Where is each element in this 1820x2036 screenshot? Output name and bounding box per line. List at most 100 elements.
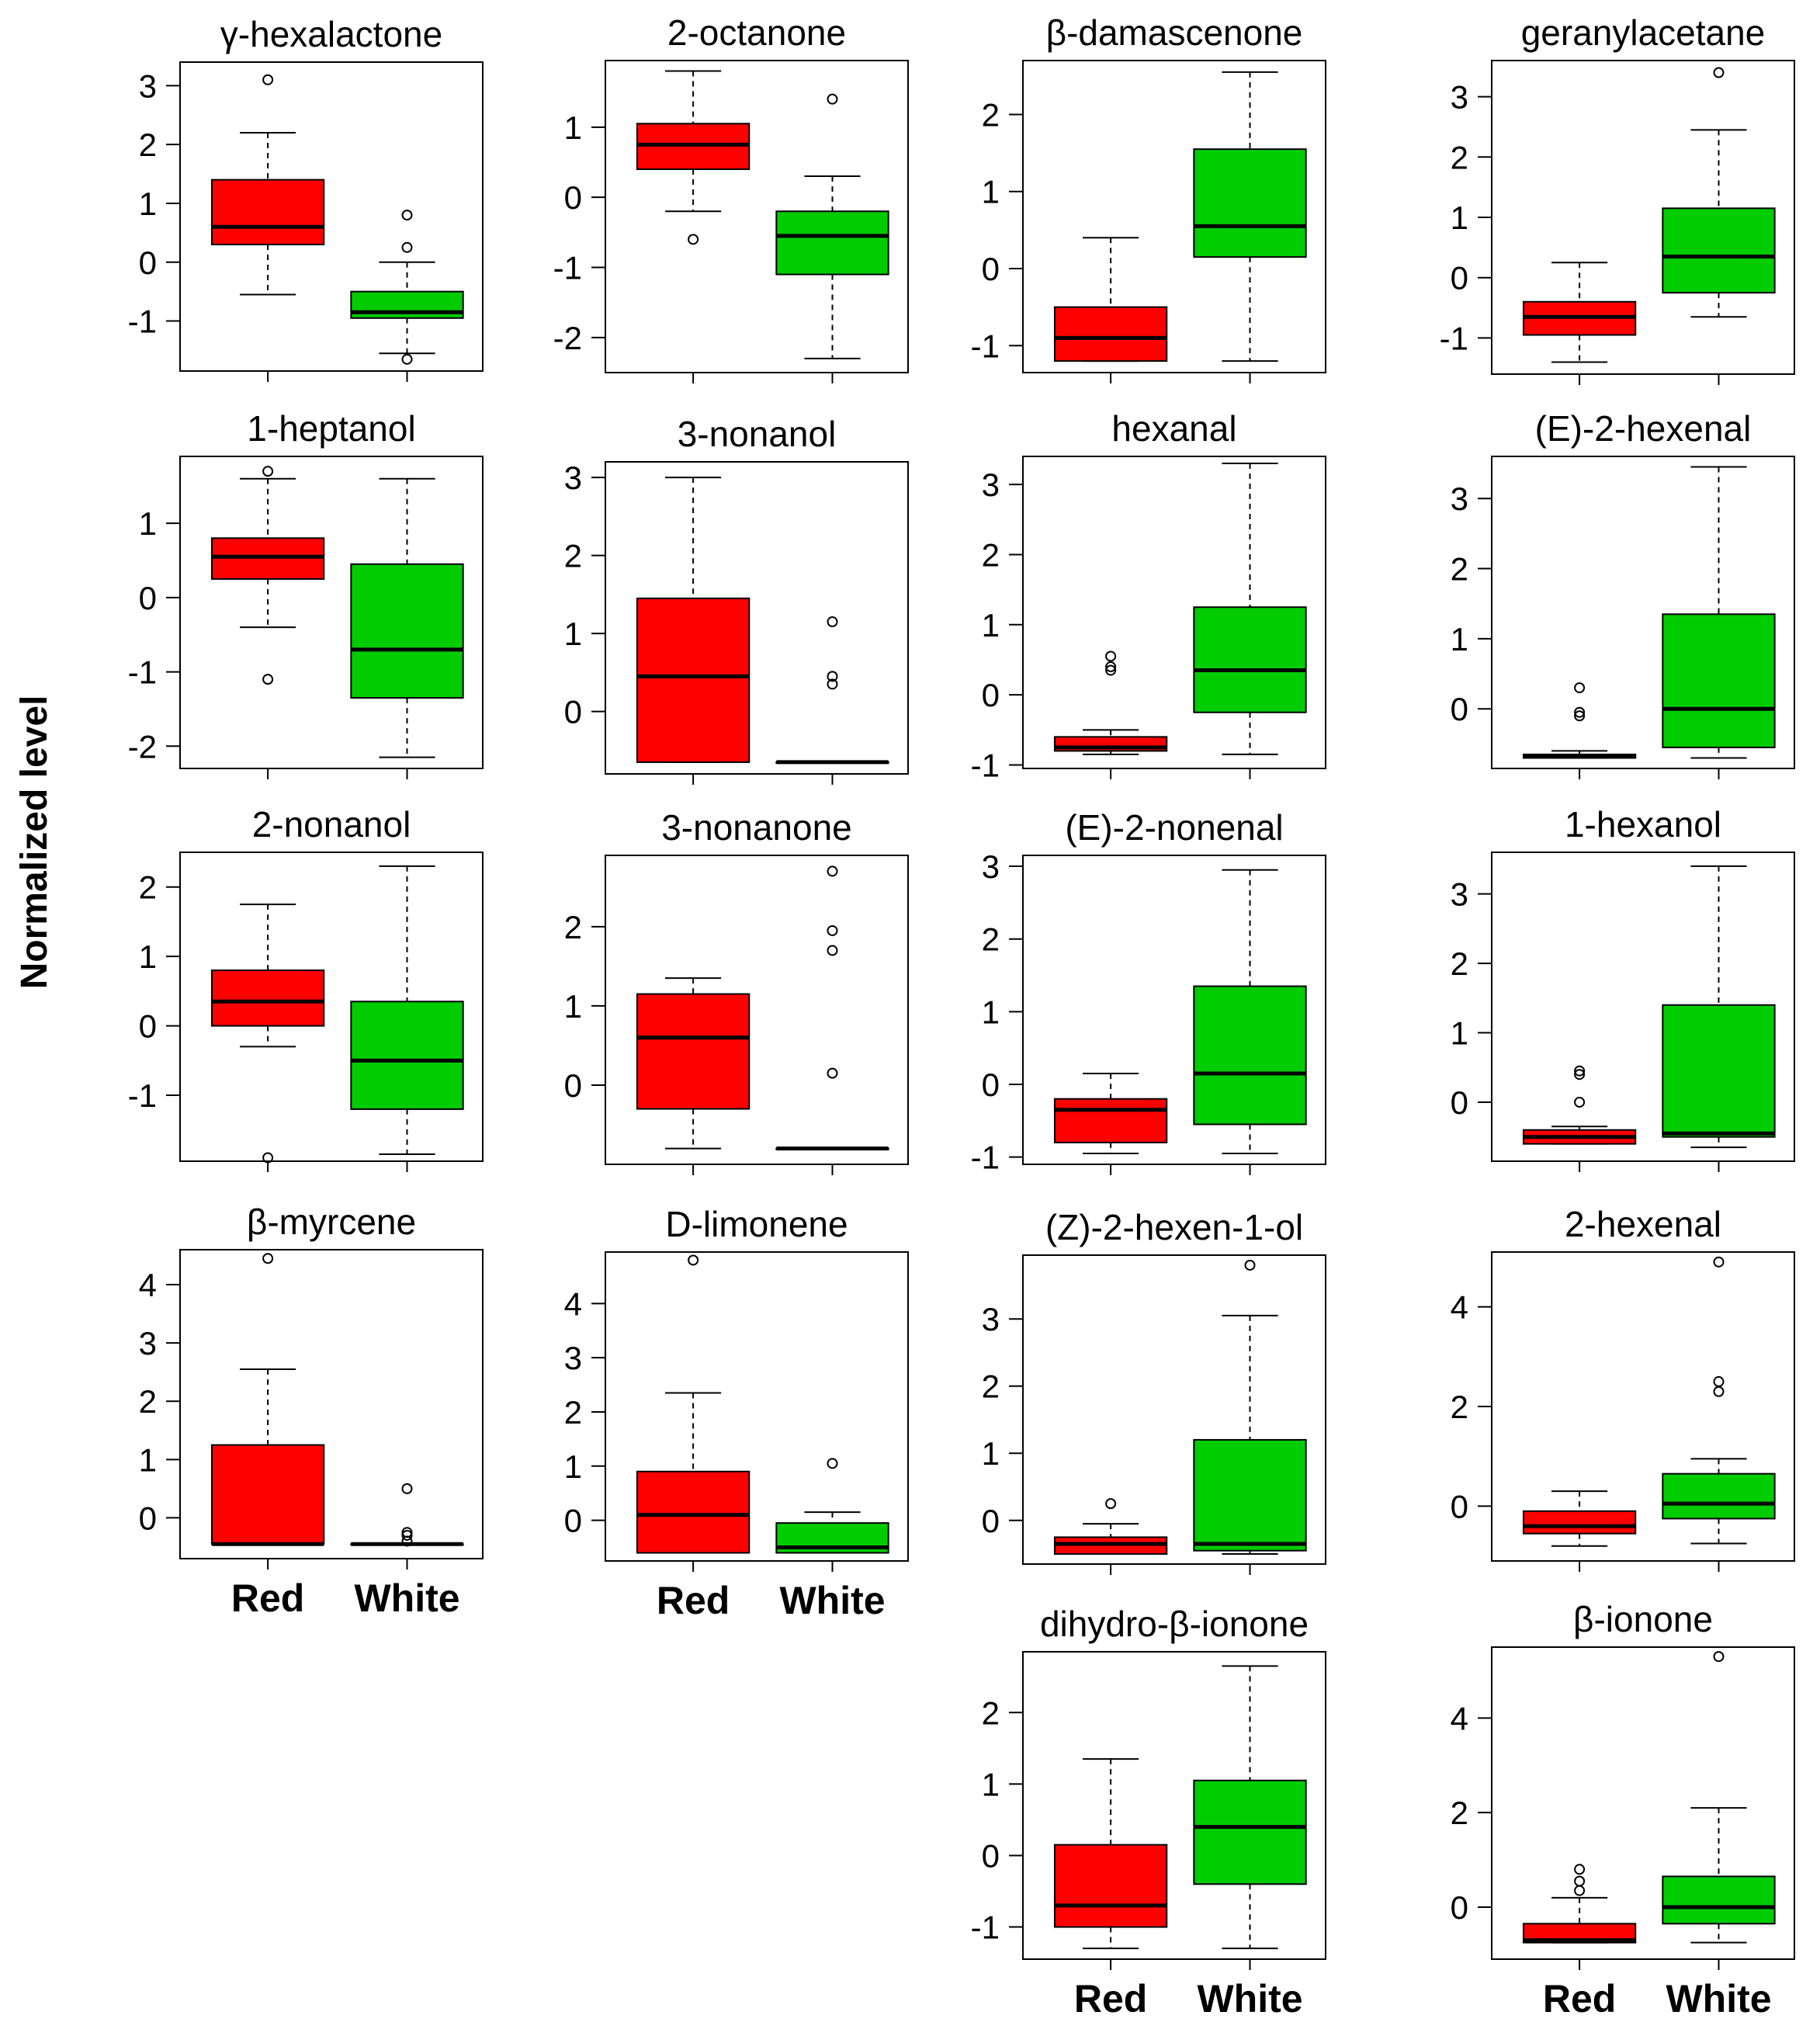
outlier-point bbox=[827, 616, 838, 628]
box-white bbox=[1193, 1259, 1307, 1556]
y-tick-label: 0 bbox=[982, 251, 1000, 287]
iqr-box bbox=[350, 563, 464, 699]
plot-frame bbox=[605, 461, 909, 775]
plot-frame bbox=[179, 852, 484, 1162]
box-white bbox=[775, 865, 889, 1151]
y-tick-label: 2 bbox=[1451, 551, 1468, 588]
box-red bbox=[1053, 1072, 1168, 1154]
box-red bbox=[210, 466, 325, 685]
iqr-box bbox=[636, 597, 751, 763]
panel-title: dihydro-β-ionone bbox=[1040, 1604, 1309, 1644]
box-red bbox=[210, 1253, 325, 1546]
panel-title: 1-hexanol bbox=[1565, 804, 1721, 845]
outlier-point bbox=[1574, 1885, 1586, 1896]
panel-17: β-ionone 0 2 4 Red White bbox=[1451, 1599, 1795, 2020]
plot-frame bbox=[1022, 456, 1326, 769]
panel-12: β-myrcene 0 1 2 3 4 Red White bbox=[139, 1202, 484, 1620]
box-red bbox=[1053, 237, 1168, 362]
outlier-point bbox=[1574, 682, 1586, 694]
panel-title: 3-nonanone bbox=[661, 807, 852, 848]
box-red bbox=[636, 977, 751, 1150]
y-tick-label: 0 bbox=[982, 1503, 1000, 1539]
plot-frame bbox=[605, 1251, 909, 1562]
panel-title: 2-nonanol bbox=[252, 804, 411, 845]
y-axis-label: Normalized level bbox=[14, 695, 55, 990]
y-tick-label: 3 bbox=[139, 1325, 157, 1361]
panel-title: γ-hexalactone bbox=[220, 14, 442, 54]
plot-frame bbox=[1022, 855, 1326, 1165]
outlier-point bbox=[401, 353, 413, 365]
panel-title: β-ionone bbox=[1573, 1599, 1713, 1639]
plot-frame bbox=[1022, 60, 1326, 373]
y-tick-label: 3 bbox=[982, 848, 1000, 885]
iqr-box bbox=[775, 210, 889, 276]
panel-title: geranylacetane bbox=[1521, 12, 1766, 53]
y-tick-label: 2 bbox=[982, 1694, 1000, 1731]
outlier-point bbox=[827, 865, 838, 877]
y-tick-label: 1 bbox=[982, 994, 1000, 1030]
y-tick-label: 0 bbox=[564, 179, 582, 216]
iqr-box bbox=[1522, 1510, 1637, 1535]
box-white bbox=[775, 1458, 889, 1554]
y-tick-label: 0 bbox=[1451, 260, 1468, 297]
outlier-point bbox=[827, 1067, 838, 1079]
y-tick-label: 0 bbox=[1451, 1889, 1468, 1926]
y-tick-label: 0 bbox=[564, 1503, 582, 1539]
panel-8: 2-nonanol -1 0 1 2 bbox=[128, 804, 484, 1172]
box-white bbox=[1662, 67, 1776, 318]
y-tick-label: 0 bbox=[564, 694, 582, 730]
outlier-point bbox=[827, 924, 838, 936]
outlier-point bbox=[827, 678, 838, 690]
iqr-box bbox=[636, 993, 751, 1110]
plot-frame bbox=[179, 1249, 484, 1559]
outlier-point bbox=[401, 1483, 413, 1494]
outlier-point bbox=[262, 74, 274, 85]
plot-frame bbox=[1491, 852, 1795, 1162]
y-tick-label: 2 bbox=[982, 536, 1000, 573]
y-tick-label: -1 bbox=[128, 303, 157, 340]
y-tick-label: 0 bbox=[139, 1008, 157, 1045]
y-tick-label: 2 bbox=[1451, 139, 1468, 175]
iqr-box bbox=[210, 969, 325, 1027]
y-tick-label: 1 bbox=[1451, 621, 1468, 657]
panel-title: 2-hexenal bbox=[1565, 1204, 1721, 1244]
y-tick-label: 2 bbox=[564, 538, 582, 574]
panel-title: D-limonene bbox=[665, 1204, 848, 1244]
y-tick-label: 0 bbox=[982, 1067, 1000, 1103]
y-tick-label: 2 bbox=[564, 909, 582, 945]
y-tick-label: 4 bbox=[564, 1285, 582, 1322]
category-label-white: White bbox=[779, 1579, 885, 1622]
outlier-point bbox=[1105, 650, 1117, 662]
outlier-point bbox=[827, 93, 838, 105]
y-tick-label: 2 bbox=[139, 127, 157, 163]
y-tick-label: -1 bbox=[128, 654, 157, 691]
panel-1: 2-octanone -2 -1 0 1 bbox=[553, 12, 909, 383]
iqr-box bbox=[1662, 1875, 1776, 1925]
outlier-point bbox=[1574, 1864, 1586, 1875]
y-tick-label: 1 bbox=[1451, 1015, 1468, 1052]
box-red bbox=[1522, 1864, 1637, 1944]
category-label-white: White bbox=[1666, 1977, 1771, 2020]
chart-panels: γ-hexalactone-101232-octanone-2-101β-dam… bbox=[128, 12, 1795, 2020]
y-tick-label: 2 bbox=[139, 869, 157, 906]
panel-11: 1-hexanol 0 1 2 3 bbox=[1451, 804, 1795, 1172]
outlier-point bbox=[1713, 1386, 1725, 1397]
panel-9: 3-nonanone 0 1 2 bbox=[564, 807, 909, 1175]
category-label-red: Red bbox=[1074, 1977, 1147, 2020]
y-tick-label: 3 bbox=[1451, 876, 1468, 913]
box-white bbox=[1662, 1651, 1776, 1944]
plot-frame bbox=[1022, 1651, 1326, 1960]
iqr-box bbox=[1662, 1004, 1776, 1138]
outlier-point bbox=[1713, 1651, 1725, 1663]
outlier-point bbox=[1574, 1065, 1586, 1077]
outlier-point bbox=[1713, 67, 1725, 78]
box-white bbox=[1193, 1665, 1307, 1950]
y-tick-label: 0 bbox=[982, 1837, 1000, 1874]
iqr-box bbox=[1193, 1438, 1307, 1552]
y-tick-label: 2 bbox=[1451, 1795, 1468, 1831]
category-label-red: Red bbox=[657, 1579, 730, 1622]
y-tick-label: -1 bbox=[1440, 320, 1468, 356]
box-white bbox=[1662, 1256, 1776, 1545]
outlier-point bbox=[1574, 706, 1586, 718]
